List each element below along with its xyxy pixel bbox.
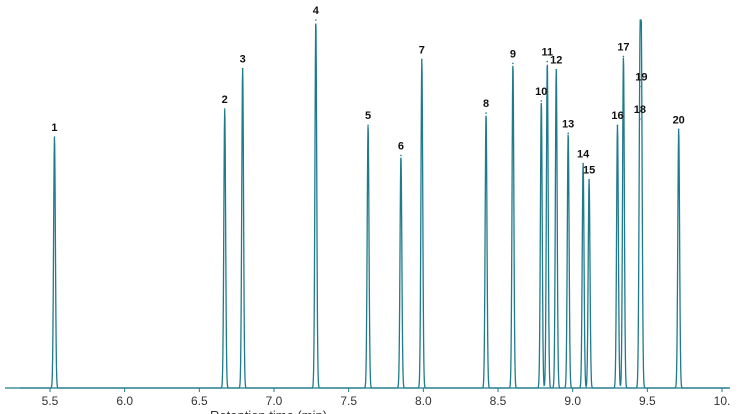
peak-label-7: 7 (419, 44, 425, 56)
peak-label-5: 5 (365, 110, 371, 122)
chromatogram-trace-group (20, 19, 730, 389)
peak-label-13: 13 (562, 118, 574, 130)
peak-16 (616, 124, 619, 127)
x-tick-label-1: 6.0 (116, 394, 133, 408)
peak-18 (639, 118, 641, 120)
peak-label-19: 19 (635, 72, 647, 84)
x-tick-label-6: 8.5 (490, 394, 507, 408)
peak-8 (485, 112, 487, 114)
peak-label-3: 3 (240, 54, 246, 66)
peak-20 (677, 128, 680, 131)
x-axis-title-cropped: Retention time (min) (210, 408, 327, 414)
peak-label-12: 12 (550, 55, 562, 67)
peak-label-8: 8 (483, 98, 489, 110)
peak-label-2: 2 (222, 94, 228, 106)
chromatogram-trace (20, 19, 730, 389)
x-tick-label-2: 6.5 (191, 394, 208, 408)
peak-2 (223, 108, 226, 110)
peak-6 (400, 154, 402, 157)
peak-12 (555, 68, 558, 71)
x-tick-label-0: 5.5 (42, 394, 59, 408)
x-tick-label-5: 8.0 (415, 394, 432, 408)
peak-label-14: 14 (577, 149, 590, 161)
peak-label-11: 11 (541, 47, 553, 59)
peak-label-10: 10 (535, 86, 547, 98)
peak-11 (546, 60, 549, 63)
peak-9 (512, 62, 514, 65)
peak-13 (567, 132, 569, 135)
peak-4 (315, 19, 317, 21)
peak-7 (421, 58, 423, 61)
peak-1 (53, 136, 56, 138)
x-axis-ticks: 5.5 6.0 6.5 7.0 7.5 8.0 8.5 9.0 9.5 10. (42, 388, 731, 408)
peak-19 (640, 85, 643, 88)
peak-14 (582, 162, 584, 165)
peak-label-6: 6 (398, 140, 404, 152)
peak-label-15: 15 (583, 165, 595, 177)
peak-label-9: 9 (510, 48, 516, 60)
peak-label-20: 20 (673, 114, 685, 126)
peak-label-1: 1 (51, 122, 57, 134)
peak-3 (241, 67, 244, 70)
peak-label-17: 17 (617, 41, 629, 53)
peak-label-16: 16 (611, 110, 623, 122)
x-tick-label-4: 7.5 (340, 394, 357, 408)
x-tick-label-3: 7.0 (266, 394, 283, 408)
peak-10 (540, 100, 543, 102)
peak-17 (622, 55, 625, 58)
x-tick-label-7: 9.0 (564, 394, 581, 408)
x-tick-label-8: 9.5 (639, 394, 656, 408)
peak-label-4: 4 (313, 5, 320, 17)
peak-15 (588, 178, 590, 181)
peak-label-18: 18 (634, 104, 646, 116)
peak-5 (367, 124, 369, 127)
x-tick-label-9: 10. (714, 394, 731, 408)
